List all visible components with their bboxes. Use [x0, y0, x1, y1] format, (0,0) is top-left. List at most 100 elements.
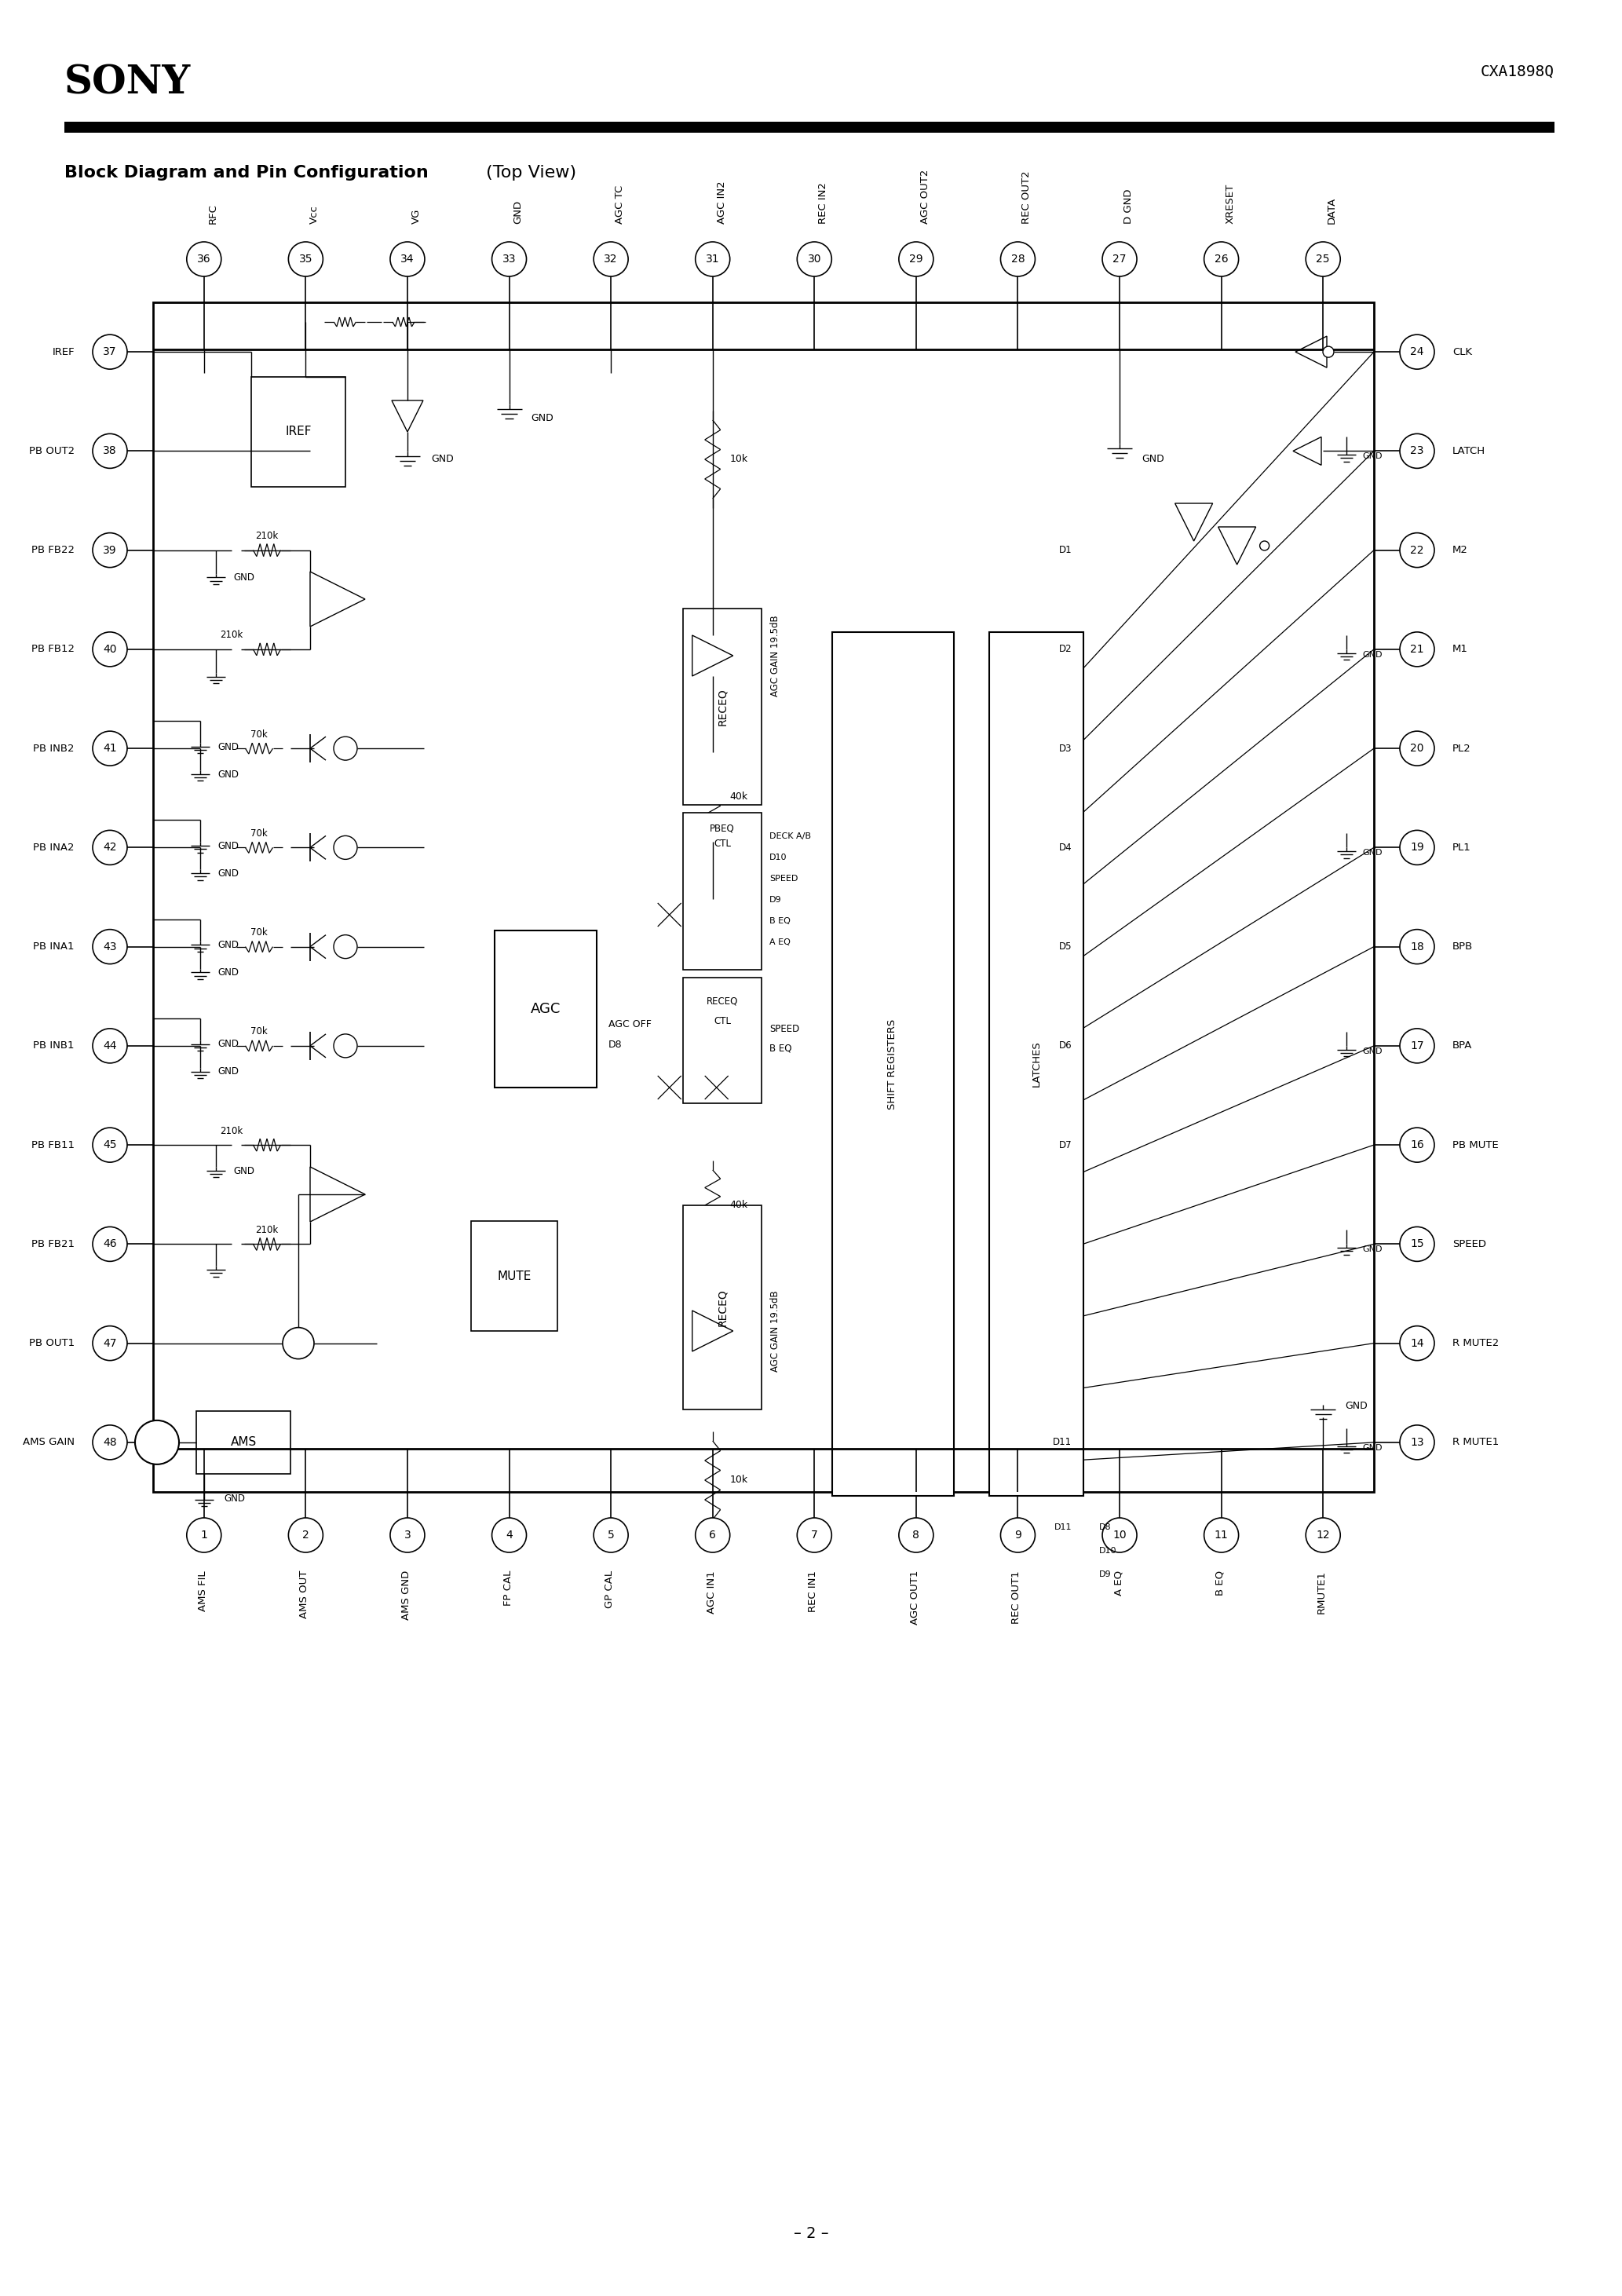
Text: AMS GND: AMS GND [401, 1570, 412, 1621]
Text: VG: VG [412, 209, 422, 223]
Text: AGC: AGC [530, 1001, 561, 1017]
Circle shape [696, 241, 730, 276]
Text: DECK A/B: DECK A/B [769, 833, 811, 840]
Text: REC IN1: REC IN1 [808, 1570, 817, 1612]
Text: 43: 43 [104, 941, 117, 953]
Text: 10k: 10k [730, 1474, 748, 1486]
Text: 9: 9 [1014, 1529, 1022, 1541]
Text: R MUTE1: R MUTE1 [1452, 1437, 1499, 1446]
Circle shape [1400, 434, 1434, 468]
Circle shape [391, 1518, 425, 1552]
Text: M1: M1 [1452, 645, 1468, 654]
Text: CTL: CTL [714, 1015, 732, 1026]
Text: 11: 11 [1215, 1529, 1228, 1541]
Circle shape [796, 241, 832, 276]
Text: 22: 22 [1410, 544, 1424, 556]
Text: 41: 41 [102, 744, 117, 753]
Text: GND: GND [217, 1040, 238, 1049]
Circle shape [92, 1226, 127, 1261]
Text: D10: D10 [769, 854, 787, 861]
Text: AGC IN2: AGC IN2 [717, 181, 727, 223]
Text: 5: 5 [608, 1529, 615, 1541]
Circle shape [1260, 542, 1268, 551]
Text: GND: GND [217, 967, 238, 978]
Text: 18: 18 [1410, 941, 1424, 953]
Text: B EQ: B EQ [769, 1042, 792, 1054]
Circle shape [899, 241, 933, 276]
Text: RECEQ: RECEQ [717, 1288, 728, 1327]
Text: D9: D9 [1100, 1570, 1111, 1577]
Text: REC OUT1: REC OUT1 [1012, 1570, 1022, 1623]
Text: 12: 12 [1315, 1529, 1330, 1541]
Bar [832, 631, 954, 1497]
Text: A EQ: A EQ [1113, 1570, 1124, 1596]
Circle shape [491, 241, 527, 276]
Text: 17: 17 [1410, 1040, 1424, 1052]
Circle shape [1204, 1518, 1239, 1552]
Circle shape [92, 1029, 127, 1063]
Text: 26: 26 [1215, 253, 1228, 264]
Text: 48: 48 [102, 1437, 117, 1449]
Text: XRESET: XRESET [1225, 184, 1236, 223]
Circle shape [92, 335, 127, 370]
Text: 6: 6 [709, 1529, 717, 1541]
Text: GND: GND [234, 572, 255, 583]
Text: PB INA1: PB INA1 [34, 941, 75, 953]
Text: 39: 39 [102, 544, 117, 556]
Text: GND: GND [1142, 455, 1165, 464]
Text: 46: 46 [102, 1238, 117, 1249]
Circle shape [696, 1518, 730, 1552]
Text: LATCH: LATCH [1452, 445, 1486, 457]
Text: GND: GND [217, 1068, 238, 1077]
Bar [196, 1412, 290, 1474]
Text: 23: 23 [1410, 445, 1424, 457]
Text: 70k: 70k [250, 1026, 268, 1038]
Text: 19: 19 [1410, 843, 1424, 854]
Text: 30: 30 [808, 253, 821, 264]
Text: M2: M2 [1452, 544, 1468, 556]
Text: D8: D8 [608, 1040, 623, 1049]
Text: D8: D8 [1100, 1522, 1111, 1531]
Text: D5: D5 [1059, 941, 1072, 953]
Text: B EQ: B EQ [769, 916, 790, 925]
Text: 16: 16 [1410, 1139, 1424, 1150]
Text: AGC IN1: AGC IN1 [706, 1570, 717, 1614]
Circle shape [92, 631, 127, 666]
Circle shape [334, 737, 357, 760]
Text: 36: 36 [196, 253, 211, 264]
Bar [152, 303, 1374, 1492]
Text: CLK: CLK [1452, 347, 1473, 356]
Text: PB FB22: PB FB22 [31, 544, 75, 556]
Text: 13: 13 [1410, 1437, 1424, 1449]
Circle shape [594, 241, 628, 276]
Text: BPA: BPA [1452, 1040, 1473, 1052]
Text: PL1: PL1 [1452, 843, 1471, 852]
Circle shape [1001, 1518, 1035, 1552]
Text: 38: 38 [102, 445, 117, 457]
Text: B EQ: B EQ [1215, 1570, 1225, 1596]
Text: GND: GND [217, 868, 238, 879]
Circle shape [1400, 1226, 1434, 1261]
Text: 7: 7 [811, 1529, 817, 1541]
Circle shape [92, 1327, 127, 1362]
Circle shape [1400, 1327, 1434, 1362]
Circle shape [1001, 241, 1035, 276]
Text: 42: 42 [104, 843, 117, 854]
Text: 20: 20 [1410, 744, 1424, 753]
Circle shape [1400, 631, 1434, 666]
Text: AGC OFF: AGC OFF [608, 1019, 652, 1031]
Text: PB FB11: PB FB11 [31, 1139, 75, 1150]
Circle shape [1400, 533, 1434, 567]
Bar [470, 1221, 558, 1332]
Text: GND: GND [1362, 1047, 1382, 1056]
Text: 210k: 210k [221, 1125, 243, 1137]
Text: GND: GND [217, 939, 238, 951]
Text: PB OUT1: PB OUT1 [29, 1339, 75, 1348]
Text: SPEED: SPEED [769, 875, 798, 882]
Text: Vcc: Vcc [310, 204, 320, 223]
Circle shape [1400, 1127, 1434, 1162]
Text: 32: 32 [603, 253, 618, 264]
Text: PB INB1: PB INB1 [34, 1040, 75, 1052]
Text: GND: GND [217, 769, 238, 778]
Bar [495, 930, 597, 1088]
